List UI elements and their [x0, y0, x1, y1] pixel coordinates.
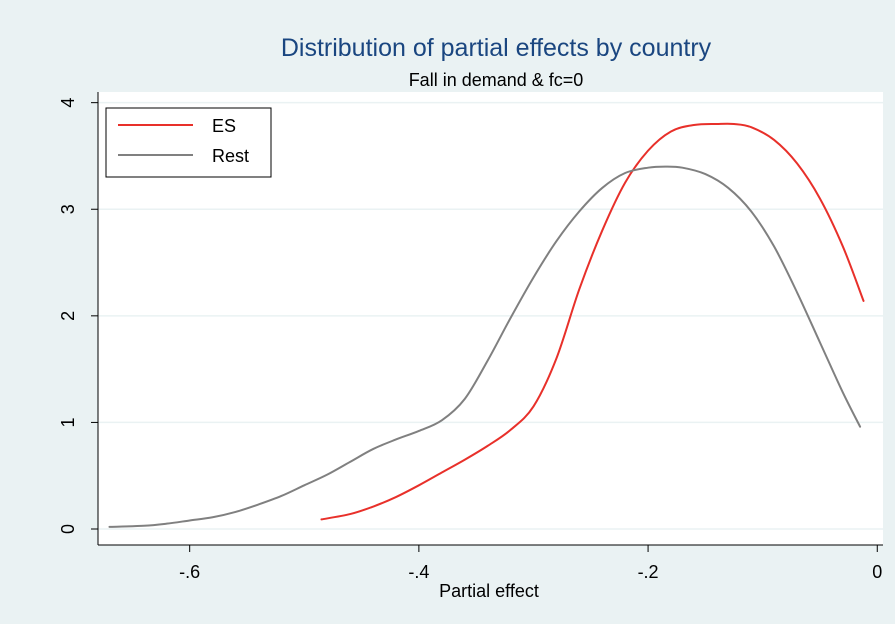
y-ticks: 0 1 2 3 4 — [58, 98, 98, 534]
x-axis-label: Partial effect — [439, 581, 539, 601]
series-lines — [108, 122, 865, 528]
y-tick-label: 2 — [58, 311, 78, 321]
series-line-es — [320, 122, 865, 521]
series-line-rest — [108, 165, 862, 528]
y-tick-label: 4 — [58, 98, 78, 108]
x-tick-label: 0 — [872, 562, 882, 582]
x-tick-label: -.6 — [179, 562, 200, 582]
y-tick-label: 0 — [58, 524, 78, 534]
grid-lines — [98, 101, 883, 530]
axes — [97, 92, 883, 546]
y-tick-label: 1 — [58, 417, 78, 427]
chart-title: Distribution of partial effects by count… — [281, 34, 712, 62]
y-tick-label: 3 — [58, 204, 78, 214]
x-tick-label: -.2 — [638, 562, 659, 582]
x-ticks: -.6 -.4 -.2 0 — [179, 545, 882, 582]
legend-label-rest: Rest — [212, 146, 249, 166]
legend-box — [105, 107, 272, 178]
x-tick-label: -.4 — [408, 562, 429, 582]
chart-subtitle: Fall in demand & fc=0 — [409, 70, 584, 90]
legend: ES Rest — [105, 107, 272, 178]
legend-label-es: ES — [212, 116, 236, 136]
